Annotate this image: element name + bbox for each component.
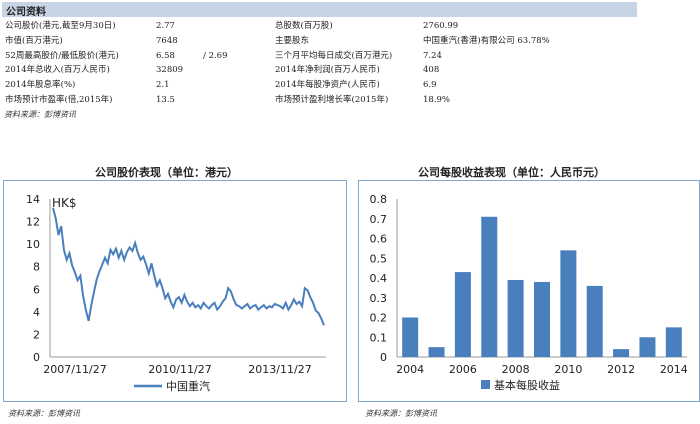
y-tick-label: 14 (26, 193, 40, 206)
info-label-right: 三个月平均每日成交(百万港元) (275, 50, 393, 61)
y-tick-label: 0.1 (370, 331, 388, 344)
y-tick-label: 0.3 (370, 292, 388, 305)
info-label-left: 市值(百万港元) (5, 35, 63, 46)
y-axis-unit-label: HK$ (52, 196, 77, 210)
x-tick-label: 2007/11/27 (43, 363, 106, 376)
source-note-top: 资料来源：彭博资讯 (4, 110, 76, 119)
eps-bar (481, 216, 498, 357)
y-tick-label: 8 (33, 261, 40, 274)
price-series-line (52, 207, 325, 326)
eps-bar (507, 279, 524, 357)
info-label-left: 2014年股息率(%) (5, 80, 76, 91)
x-tick-label: 2008 (502, 363, 530, 376)
info-label-left: 52周最高股价/最低股价(港元) (5, 50, 119, 61)
info-label-left: 市场预计市盈率(倍,2015年) (5, 95, 113, 105)
eps-bar (560, 250, 577, 357)
info-value-right: 7.24 (423, 50, 442, 61)
x-tick-label: 2010 (554, 363, 582, 376)
x-tick-label: 2006 (449, 363, 477, 376)
y-tick-label: 0.2 (370, 312, 388, 325)
eps-chart-frame: 0 0.1 0.2 0.3 0.4 0.5 0.6 0.7 0.8 2004 2006 2008 201… (358, 180, 700, 402)
section-title: 公司资料 (6, 7, 46, 18)
x-tick-label: 2014 (660, 363, 688, 376)
price-chart-frame: 0 2 4 6 8 10 12 14 HK$ 2007/11/27 2010/11/27 2013/1… (3, 180, 347, 402)
y-tick-label: 0 (380, 351, 387, 364)
info-value-left: 7648 (156, 35, 178, 46)
info-value-left: 2.77 (156, 21, 175, 31)
y-tick-label: 6 (33, 283, 40, 296)
info-value-left: 2.1 (156, 80, 170, 91)
info-label-left: 2014年总收入(百万人民币) (5, 65, 110, 76)
y-tick-label: 0.6 (370, 233, 388, 246)
left-chart-title: 公司股价表现（单位：港元） (95, 166, 238, 179)
y-tick-label: 2 (33, 328, 40, 341)
legend-bar-swatch (481, 380, 490, 389)
info-value-left: 32809 (156, 65, 184, 76)
y-tick-label: 10 (26, 238, 40, 251)
info-label-right: 2014年净利润(百万人民币) (275, 65, 380, 76)
section-header: 公司资料 (2, 2, 637, 18)
info-label-right: 主要股东 (275, 35, 310, 46)
y-tick-label: 0.7 (370, 213, 388, 226)
info-label-left: 公司股价(港元,截至9月30日) (5, 21, 116, 31)
info-value-left: 13.5 (156, 95, 175, 105)
x-tick-label: 2004 (396, 363, 424, 376)
eps-bar (613, 349, 630, 357)
y-tick-label: 0.5 (370, 252, 388, 265)
info-value-right: 18.9% (423, 95, 451, 105)
info-value-right: 中国重汽(香港)有限公司 63.78% (423, 35, 550, 46)
y-tick-label: 0.4 (370, 272, 388, 285)
info-label-right: 市场预计盈利增长率(2015年) (275, 95, 389, 105)
eps-bar (586, 285, 603, 357)
legend-label: 基本每股收益 (494, 378, 560, 392)
x-tick-label: 2013/11/27 (248, 363, 311, 376)
y-tick-label: 0.8 (370, 193, 388, 206)
y-tick-label: 12 (26, 216, 40, 229)
info-value-left: 6.58 (156, 50, 175, 61)
eps-bar (639, 337, 656, 357)
eps-bar (534, 281, 550, 357)
x-tick-label: 2012 (607, 363, 635, 376)
info-value-right: 2760.99 (423, 21, 459, 31)
info-value-right: 6.9 (423, 80, 437, 91)
eps-bar (665, 327, 682, 357)
info-value-right: 408 (423, 65, 440, 76)
y-tick-label: 4 (33, 306, 40, 319)
info-label-right: 总股数(百万股) (275, 21, 333, 31)
legend-label: 中国重汽 (166, 379, 210, 393)
eps-bar-chart: 0 0.1 0.2 0.3 0.4 0.5 0.6 0.7 0.8 2004 2006 2008 201… (370, 193, 688, 392)
right-chart-title: 公司每股收益表现（单位：人民币元） (418, 166, 605, 179)
eps-bar (402, 317, 419, 357)
y-tick-label: 0 (33, 351, 40, 364)
eps-bar (454, 272, 471, 357)
source-note-left: 资料来源：彭博资讯 (8, 409, 80, 418)
info-value-left-extra: / 2.69 (203, 50, 228, 61)
price-line-chart: 0 2 4 6 8 10 12 14 HK$ 2007/11/27 2010/11/27 2013/1… (26, 193, 326, 393)
eps-bar (428, 347, 445, 357)
x-tick-label: 2010/11/27 (148, 363, 211, 376)
info-label-right: 2014年每股净资产(人民币) (275, 80, 380, 91)
source-note-right: 资料来源：彭博资讯 (365, 409, 437, 418)
